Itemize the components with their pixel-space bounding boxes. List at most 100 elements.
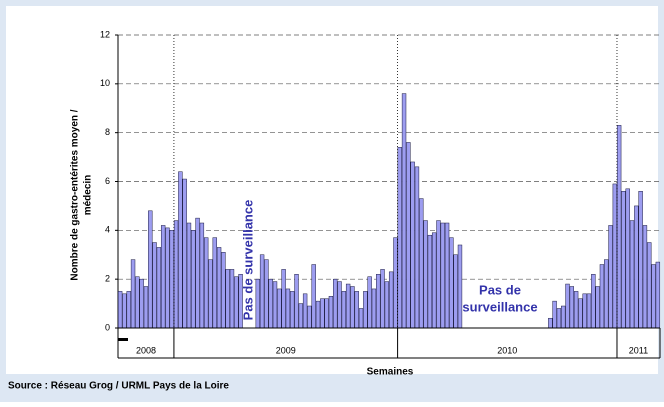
bar [376, 274, 381, 329]
bar [182, 178, 187, 329]
bar [629, 220, 635, 329]
bar [178, 171, 183, 329]
bar [582, 293, 587, 329]
bar [315, 300, 321, 329]
bar [556, 308, 562, 329]
bar [586, 293, 592, 329]
bar [302, 293, 308, 329]
bar [604, 259, 609, 329]
bar [655, 261, 661, 329]
annotation: Pas de [479, 282, 521, 297]
bar [122, 293, 127, 329]
bar [173, 220, 179, 329]
bar [401, 93, 407, 329]
y-tick-label: 0 [105, 322, 110, 332]
bar [388, 271, 394, 329]
bar [414, 166, 420, 329]
bar [406, 142, 411, 329]
bar [431, 232, 437, 329]
bar [216, 247, 222, 329]
y-tick-label: 6 [105, 176, 110, 186]
y-axis-label: Nombre de gastro-entérites moyen / [70, 109, 81, 280]
y-tick-label: 12 [100, 29, 110, 39]
bar [333, 278, 338, 329]
bar [234, 276, 239, 329]
y-axis-label: médecin [83, 175, 94, 216]
bar [363, 291, 368, 329]
bar [419, 198, 424, 329]
bar [440, 222, 445, 329]
bar [397, 147, 402, 329]
bar [371, 288, 377, 329]
bar [380, 269, 385, 329]
bar [423, 220, 428, 329]
bar [573, 291, 579, 329]
bar [367, 276, 372, 329]
plot: 0 2 4 6 8 10 12 2008 2009 2010 2011 [100, 29, 661, 359]
axis-marker [118, 338, 128, 341]
bar [165, 227, 170, 329]
bar [647, 242, 652, 329]
bar [384, 281, 390, 329]
bar [160, 225, 166, 329]
bar [186, 222, 192, 329]
bar [307, 305, 312, 329]
bar [599, 264, 605, 329]
bar [298, 303, 304, 329]
bar [552, 300, 557, 329]
bar [281, 269, 286, 329]
y-tick-label: 8 [105, 127, 110, 137]
x-axis-label: Semaines [367, 367, 414, 378]
bar [638, 191, 643, 329]
bar [393, 237, 398, 329]
x-tick-label: 2010 [497, 345, 517, 355]
bar [152, 242, 157, 329]
bar [143, 286, 149, 329]
x-tick-label: 2011 [629, 345, 648, 355]
bar [569, 286, 575, 329]
source: Source : Réseau Grog / URML Pays de la L… [8, 381, 229, 392]
bar [272, 281, 278, 329]
bar [436, 220, 441, 329]
y-tick-label: 4 [105, 225, 110, 235]
bar [358, 308, 364, 329]
bar [156, 247, 162, 329]
bar [453, 254, 458, 329]
bar [117, 291, 123, 329]
bar [457, 244, 463, 329]
bar [616, 125, 622, 329]
bar [427, 234, 433, 329]
bar [225, 269, 230, 329]
bar [350, 286, 355, 329]
annotation: surveillance [462, 299, 537, 314]
bar [621, 191, 626, 329]
bar [130, 259, 136, 329]
bar [608, 225, 613, 329]
bar [595, 286, 600, 329]
bar [191, 230, 196, 329]
bar [212, 237, 217, 329]
bar [341, 291, 347, 329]
bar [311, 264, 316, 329]
bar [169, 230, 174, 329]
bar [320, 298, 325, 329]
bar [277, 288, 282, 329]
bar [148, 210, 153, 329]
bar [268, 278, 273, 329]
bar [651, 264, 656, 329]
bar [290, 291, 295, 329]
bar [229, 269, 235, 329]
bar [612, 183, 618, 329]
bar [208, 259, 213, 329]
bar [294, 274, 299, 329]
bar [203, 237, 209, 329]
bar [561, 305, 566, 329]
bar [578, 298, 583, 329]
bar [285, 288, 291, 329]
bar [642, 225, 648, 329]
x-tick-label: 2008 [136, 345, 156, 355]
bar [195, 217, 200, 329]
bar [139, 278, 144, 329]
x-tick-label: 2009 [276, 345, 296, 355]
